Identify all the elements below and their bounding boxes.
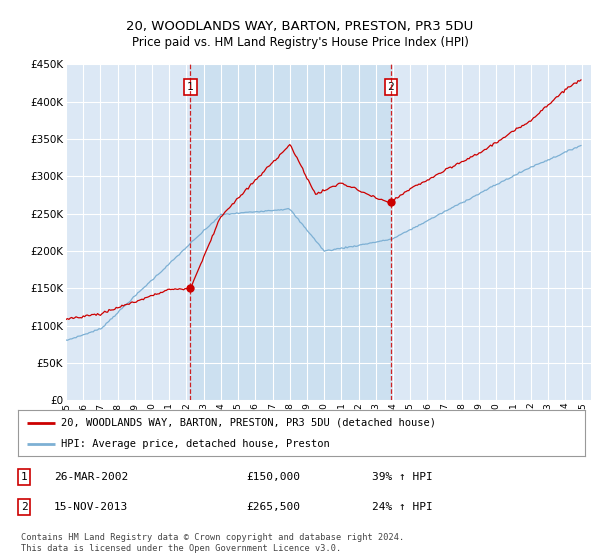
Text: 1: 1 xyxy=(187,82,194,92)
Text: 24% ↑ HPI: 24% ↑ HPI xyxy=(372,502,433,512)
Text: £265,500: £265,500 xyxy=(246,502,300,512)
Text: 26-MAR-2002: 26-MAR-2002 xyxy=(54,472,128,482)
Text: 20, WOODLANDS WAY, BARTON, PRESTON, PR3 5DU (detached house): 20, WOODLANDS WAY, BARTON, PRESTON, PR3 … xyxy=(61,418,436,428)
Text: Price paid vs. HM Land Registry's House Price Index (HPI): Price paid vs. HM Land Registry's House … xyxy=(131,36,469,49)
Text: 39% ↑ HPI: 39% ↑ HPI xyxy=(372,472,433,482)
Text: 1: 1 xyxy=(20,472,28,482)
Bar xyxy=(190,64,391,400)
Text: £150,000: £150,000 xyxy=(246,472,300,482)
Text: 2: 2 xyxy=(20,502,28,512)
Text: This data is licensed under the Open Government Licence v3.0.: This data is licensed under the Open Gov… xyxy=(21,544,341,553)
Text: 15-NOV-2013: 15-NOV-2013 xyxy=(54,502,128,512)
Text: HPI: Average price, detached house, Preston: HPI: Average price, detached house, Pres… xyxy=(61,439,329,449)
Text: Contains HM Land Registry data © Crown copyright and database right 2024.: Contains HM Land Registry data © Crown c… xyxy=(21,533,404,542)
Text: 2: 2 xyxy=(388,82,394,92)
Text: 20, WOODLANDS WAY, BARTON, PRESTON, PR3 5DU: 20, WOODLANDS WAY, BARTON, PRESTON, PR3 … xyxy=(127,20,473,32)
